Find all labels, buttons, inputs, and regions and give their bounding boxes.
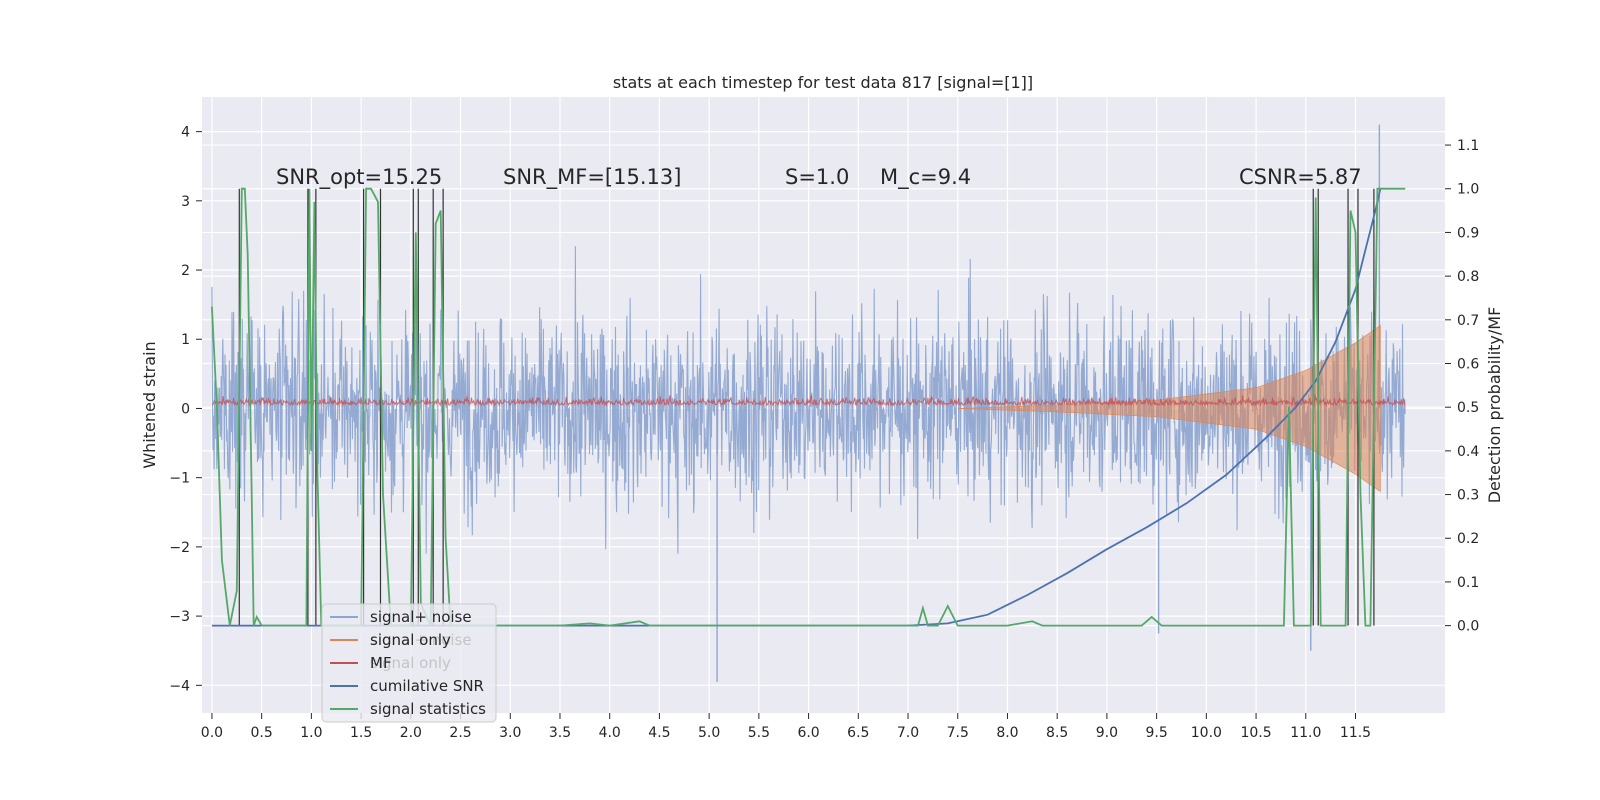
legend-ghost-label-2: signal only (370, 654, 451, 672)
x-tick-label: 4.0 (599, 725, 621, 741)
legend-label: signal only (370, 631, 451, 649)
x-tick-label: 7.5 (947, 725, 969, 741)
annotation-csnr: CSNR=5.87 (1239, 165, 1362, 189)
annotation-mc: M_c=9.4 (880, 165, 971, 190)
y-tick-label: 4 (181, 125, 190, 141)
legend-box (321, 603, 497, 723)
series-signal-statistics (211, 187, 1406, 627)
x-tick-label: 1.5 (350, 725, 372, 741)
x-tick-label: 0.5 (251, 725, 273, 741)
legend-label: cumilative SNR (370, 677, 484, 695)
x-tick-label: 11.0 (1290, 725, 1321, 741)
x-tick-label: 2.0 (400, 725, 422, 741)
ticks-layer: 0.0 0.5 1.0 1.5 2.0 2.5 3.0 3.5 4.0 4.5 5.0 5.5 6.0 6… (169, 125, 1479, 741)
y-axis-label: Whitened strain (140, 341, 159, 468)
y2-tick-label: 0.7 (1457, 313, 1479, 329)
legend-label: signal statistics (370, 700, 486, 718)
y2-tick-label: 0.0 (1457, 619, 1479, 635)
chart-title: stats at each timestep for test data 817… (613, 73, 1033, 92)
annotation-s: S=1.0 (785, 165, 849, 189)
x-tick-label: 4.5 (648, 725, 670, 741)
y2-tick-label: 0.2 (1457, 531, 1479, 547)
x-tick-label: 8.5 (1046, 725, 1068, 741)
legend-item-signal-noise: signal+ noise (330, 608, 472, 626)
legend-label: MF (370, 654, 392, 672)
y-tick-label: −4 (169, 678, 190, 694)
x-tick-label: 9.5 (1145, 725, 1167, 741)
x-tick-label: 8.0 (996, 725, 1018, 741)
y-tick-label: 3 (181, 194, 190, 210)
legend-label: signal+ noise (370, 608, 472, 626)
x-tick-label: 10.0 (1191, 725, 1222, 741)
annotations: SNR_opt=15.25 SNR_MF=[15.13] S=1.0 M_c=9… (276, 165, 1362, 190)
x-tick-label: 6.0 (797, 725, 819, 741)
y2-tick-label: 0.6 (1457, 356, 1479, 372)
x-tick-label: 1.0 (300, 725, 322, 741)
y2-axis-label: Detection probability/MF (1485, 307, 1504, 504)
x-tick-label: 2.5 (449, 725, 471, 741)
y2-tick-label: 0.8 (1457, 269, 1479, 285)
x-tick-label: 6.5 (847, 725, 869, 741)
legend-item-signal-statistics: signal statistics (330, 700, 486, 718)
legend-ghost-label-1: signal+ noise (370, 631, 472, 649)
y2-tick-label: 0.5 (1457, 400, 1479, 416)
series-signal-only (957, 324, 1381, 493)
series-mf (211, 394, 1406, 407)
y2-tick-label: 0.1 (1457, 575, 1479, 591)
x-tick-label: 0.0 (201, 725, 223, 741)
y2-tick-label: 0.9 (1457, 225, 1479, 241)
x-tick-label: 5.5 (748, 725, 770, 741)
annotation-snr-mf: SNR_MF=[15.13] (503, 165, 681, 190)
series-layer (211, 124, 1406, 682)
x-tick-label: 9.0 (1096, 725, 1118, 741)
y-tick-label: 0 (181, 401, 190, 417)
y-tick-label: −1 (169, 471, 190, 487)
y-tick-label: 1 (181, 332, 190, 348)
legend-item-signal-only: signal only (330, 631, 451, 649)
legend-item-cumilative-snr: cumilative SNR (330, 677, 484, 695)
y2-tick-label: 0.3 (1457, 488, 1479, 504)
legend: signal+ noise signal only signal+ noise … (321, 603, 497, 723)
y2-tick-label: 1.0 (1457, 182, 1479, 198)
x-tick-label: 5.0 (698, 725, 720, 741)
x-tick-label: 3.0 (499, 725, 521, 741)
x-tick-label: 10.5 (1240, 725, 1271, 741)
y2-tick-label: 1.1 (1457, 138, 1479, 154)
legend-item-mf: MF (330, 654, 392, 672)
x-tick-label: 7.0 (897, 725, 919, 741)
x-tick-label: 3.5 (549, 725, 571, 741)
x-tick-label: 11.5 (1340, 725, 1371, 741)
y-tick-label: 2 (181, 263, 190, 279)
y-tick-label: −3 (169, 609, 190, 625)
annotation-snr-opt: SNR_opt=15.25 (276, 165, 442, 190)
y2-tick-label: 0.4 (1457, 444, 1479, 460)
y-tick-label: −2 (169, 540, 190, 556)
